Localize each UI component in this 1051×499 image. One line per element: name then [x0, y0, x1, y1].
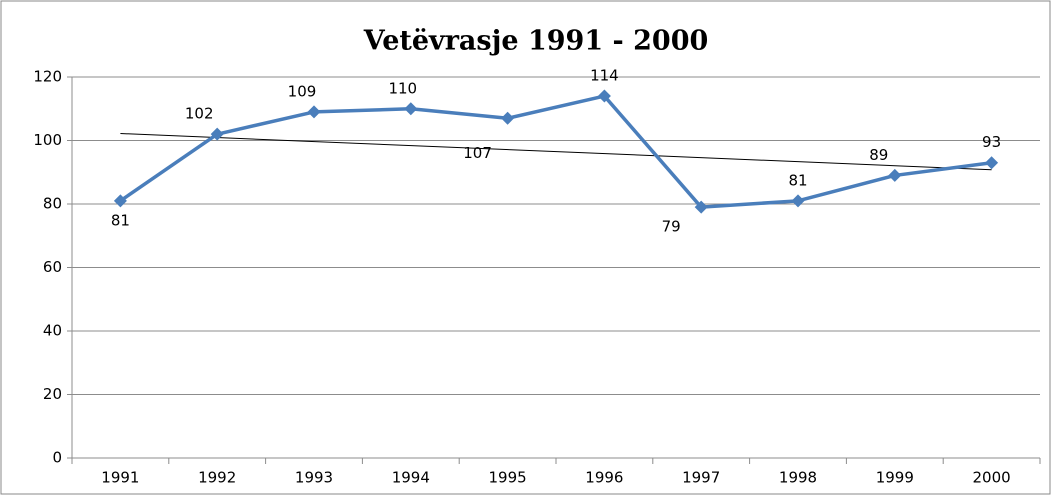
chart-title: Vetëvrasje 1991 - 2000 — [363, 26, 709, 57]
marker — [791, 194, 805, 208]
marker — [985, 156, 999, 170]
x-tick-label: 1992 — [198, 469, 236, 487]
y-tick-label: 60 — [43, 258, 62, 276]
marker — [501, 111, 515, 125]
x-tick-label: 2000 — [973, 469, 1011, 487]
data-label: 79 — [662, 218, 681, 236]
data-label: 114 — [590, 67, 619, 85]
x-tick-label: 1991 — [101, 469, 139, 487]
series-line — [119, 94, 992, 209]
y-tick-label: 100 — [33, 131, 62, 149]
marker — [888, 168, 902, 182]
data-label: 110 — [388, 79, 417, 97]
data-label: 81 — [111, 211, 130, 229]
marker — [597, 89, 611, 103]
data-label: 107 — [463, 144, 492, 162]
marker — [307, 105, 321, 119]
x-tick-label: 1993 — [295, 469, 333, 487]
y-tick-label: 120 — [33, 68, 62, 86]
data-label: 89 — [869, 146, 888, 164]
data-label: 93 — [982, 133, 1001, 151]
x-tick-label: 1994 — [392, 469, 430, 487]
data-label: 81 — [788, 171, 807, 189]
x-tick-label: 1996 — [585, 469, 623, 487]
marker — [113, 194, 127, 208]
trendline — [120, 133, 992, 171]
x-tick-label: 1997 — [682, 469, 720, 487]
data-label: 102 — [185, 105, 214, 123]
y-tick-label: 40 — [43, 322, 62, 340]
y-tick-label: 80 — [43, 195, 62, 213]
x-tick-label: 1995 — [489, 469, 527, 487]
y-tick-label: 20 — [43, 385, 62, 403]
x-tick-label: 1999 — [876, 469, 914, 487]
marker — [210, 127, 224, 141]
marker — [404, 102, 418, 116]
data-label: 109 — [288, 82, 317, 100]
marker — [694, 200, 708, 214]
y-tick-label: 0 — [52, 449, 62, 467]
x-tick-label: 1998 — [779, 469, 817, 487]
